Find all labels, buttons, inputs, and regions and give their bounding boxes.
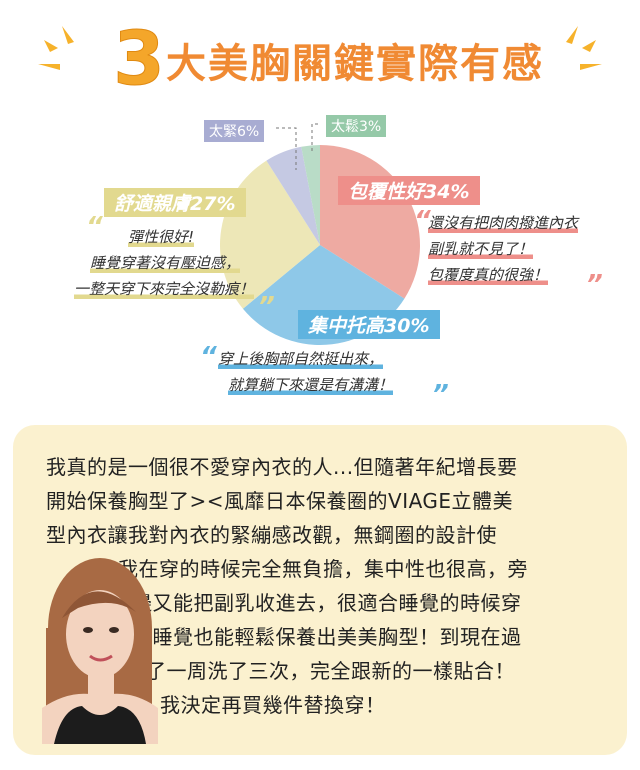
leader-line <box>276 127 297 170</box>
open-quote-icon: “ <box>414 206 431 236</box>
quote-line: 副乳就不見了！ <box>428 236 534 262</box>
open-quote-icon: “ <box>86 212 103 242</box>
testimonial-line: 我真的是一個很不愛穿內衣的人...但隨著年紀增長要 <box>46 455 518 479</box>
header <box>0 18 640 98</box>
quote-line: 還沒有把肉肉撥進內衣 <box>428 210 579 236</box>
avatar <box>32 548 162 744</box>
open-quote-icon: “ <box>200 342 217 372</box>
close-quote-icon: ” <box>432 380 449 410</box>
close-quote-icon: ” <box>258 292 275 322</box>
title-number: 3 <box>113 16 166 102</box>
slice-tag-lift: 集中托高30% <box>298 310 440 339</box>
slice-tag-comfort: 舒適親膚27% <box>104 188 246 217</box>
quote-line: 一整天穿下來完全沒勒痕！ <box>73 276 254 302</box>
leader-line <box>311 123 318 152</box>
testimonial-line: 邊又能把副乳收進去，很適合睡覺的時候穿 <box>132 591 522 615</box>
quote-line: 睡覺穿著沒有壓迫感， <box>89 250 240 276</box>
testimonial-line: 了一周洗了三次，完全跟新的一樣貼合！ <box>146 659 515 683</box>
quote-line: 穿上後胸部自然挺出來， <box>218 346 384 372</box>
close-quote-icon: ” <box>586 270 603 300</box>
sparkle-decoration-icon <box>38 26 602 70</box>
testimonial-line: 我決定再買幾件替換穿！ <box>160 693 386 717</box>
quote-line: 彈性很好! <box>127 224 194 250</box>
testimonial-line: 我在穿的時候完全無負擔，集中性也很高，旁 <box>118 557 528 581</box>
quote-line: 就算躺下來還是有溝溝！ <box>228 372 394 398</box>
slice-tag-wrap: 包覆性好34% <box>338 176 480 205</box>
slice-tag-tight: 太緊6% <box>204 120 265 142</box>
quote-line: 包覆度真的很強！ <box>428 262 549 288</box>
woman-portrait-icon <box>42 558 158 744</box>
pie-slice <box>266 146 320 245</box>
testimonial-line: 型內衣讓我對內衣的緊繃感改觀，無鋼圈的設計使 <box>46 523 497 547</box>
slice-tag-loose: 太鬆3% <box>326 115 387 137</box>
testimonial-line: 開始保養胸型了><風靡日本保養圈的VIAGE立體美 <box>46 489 514 513</box>
page-title: 大美胸關鍵實際有感 <box>166 41 544 87</box>
pie-slice <box>301 145 320 245</box>
testimonial-line: ～睡覺也能輕鬆保養出美美胸型！到現在過 <box>132 625 522 649</box>
